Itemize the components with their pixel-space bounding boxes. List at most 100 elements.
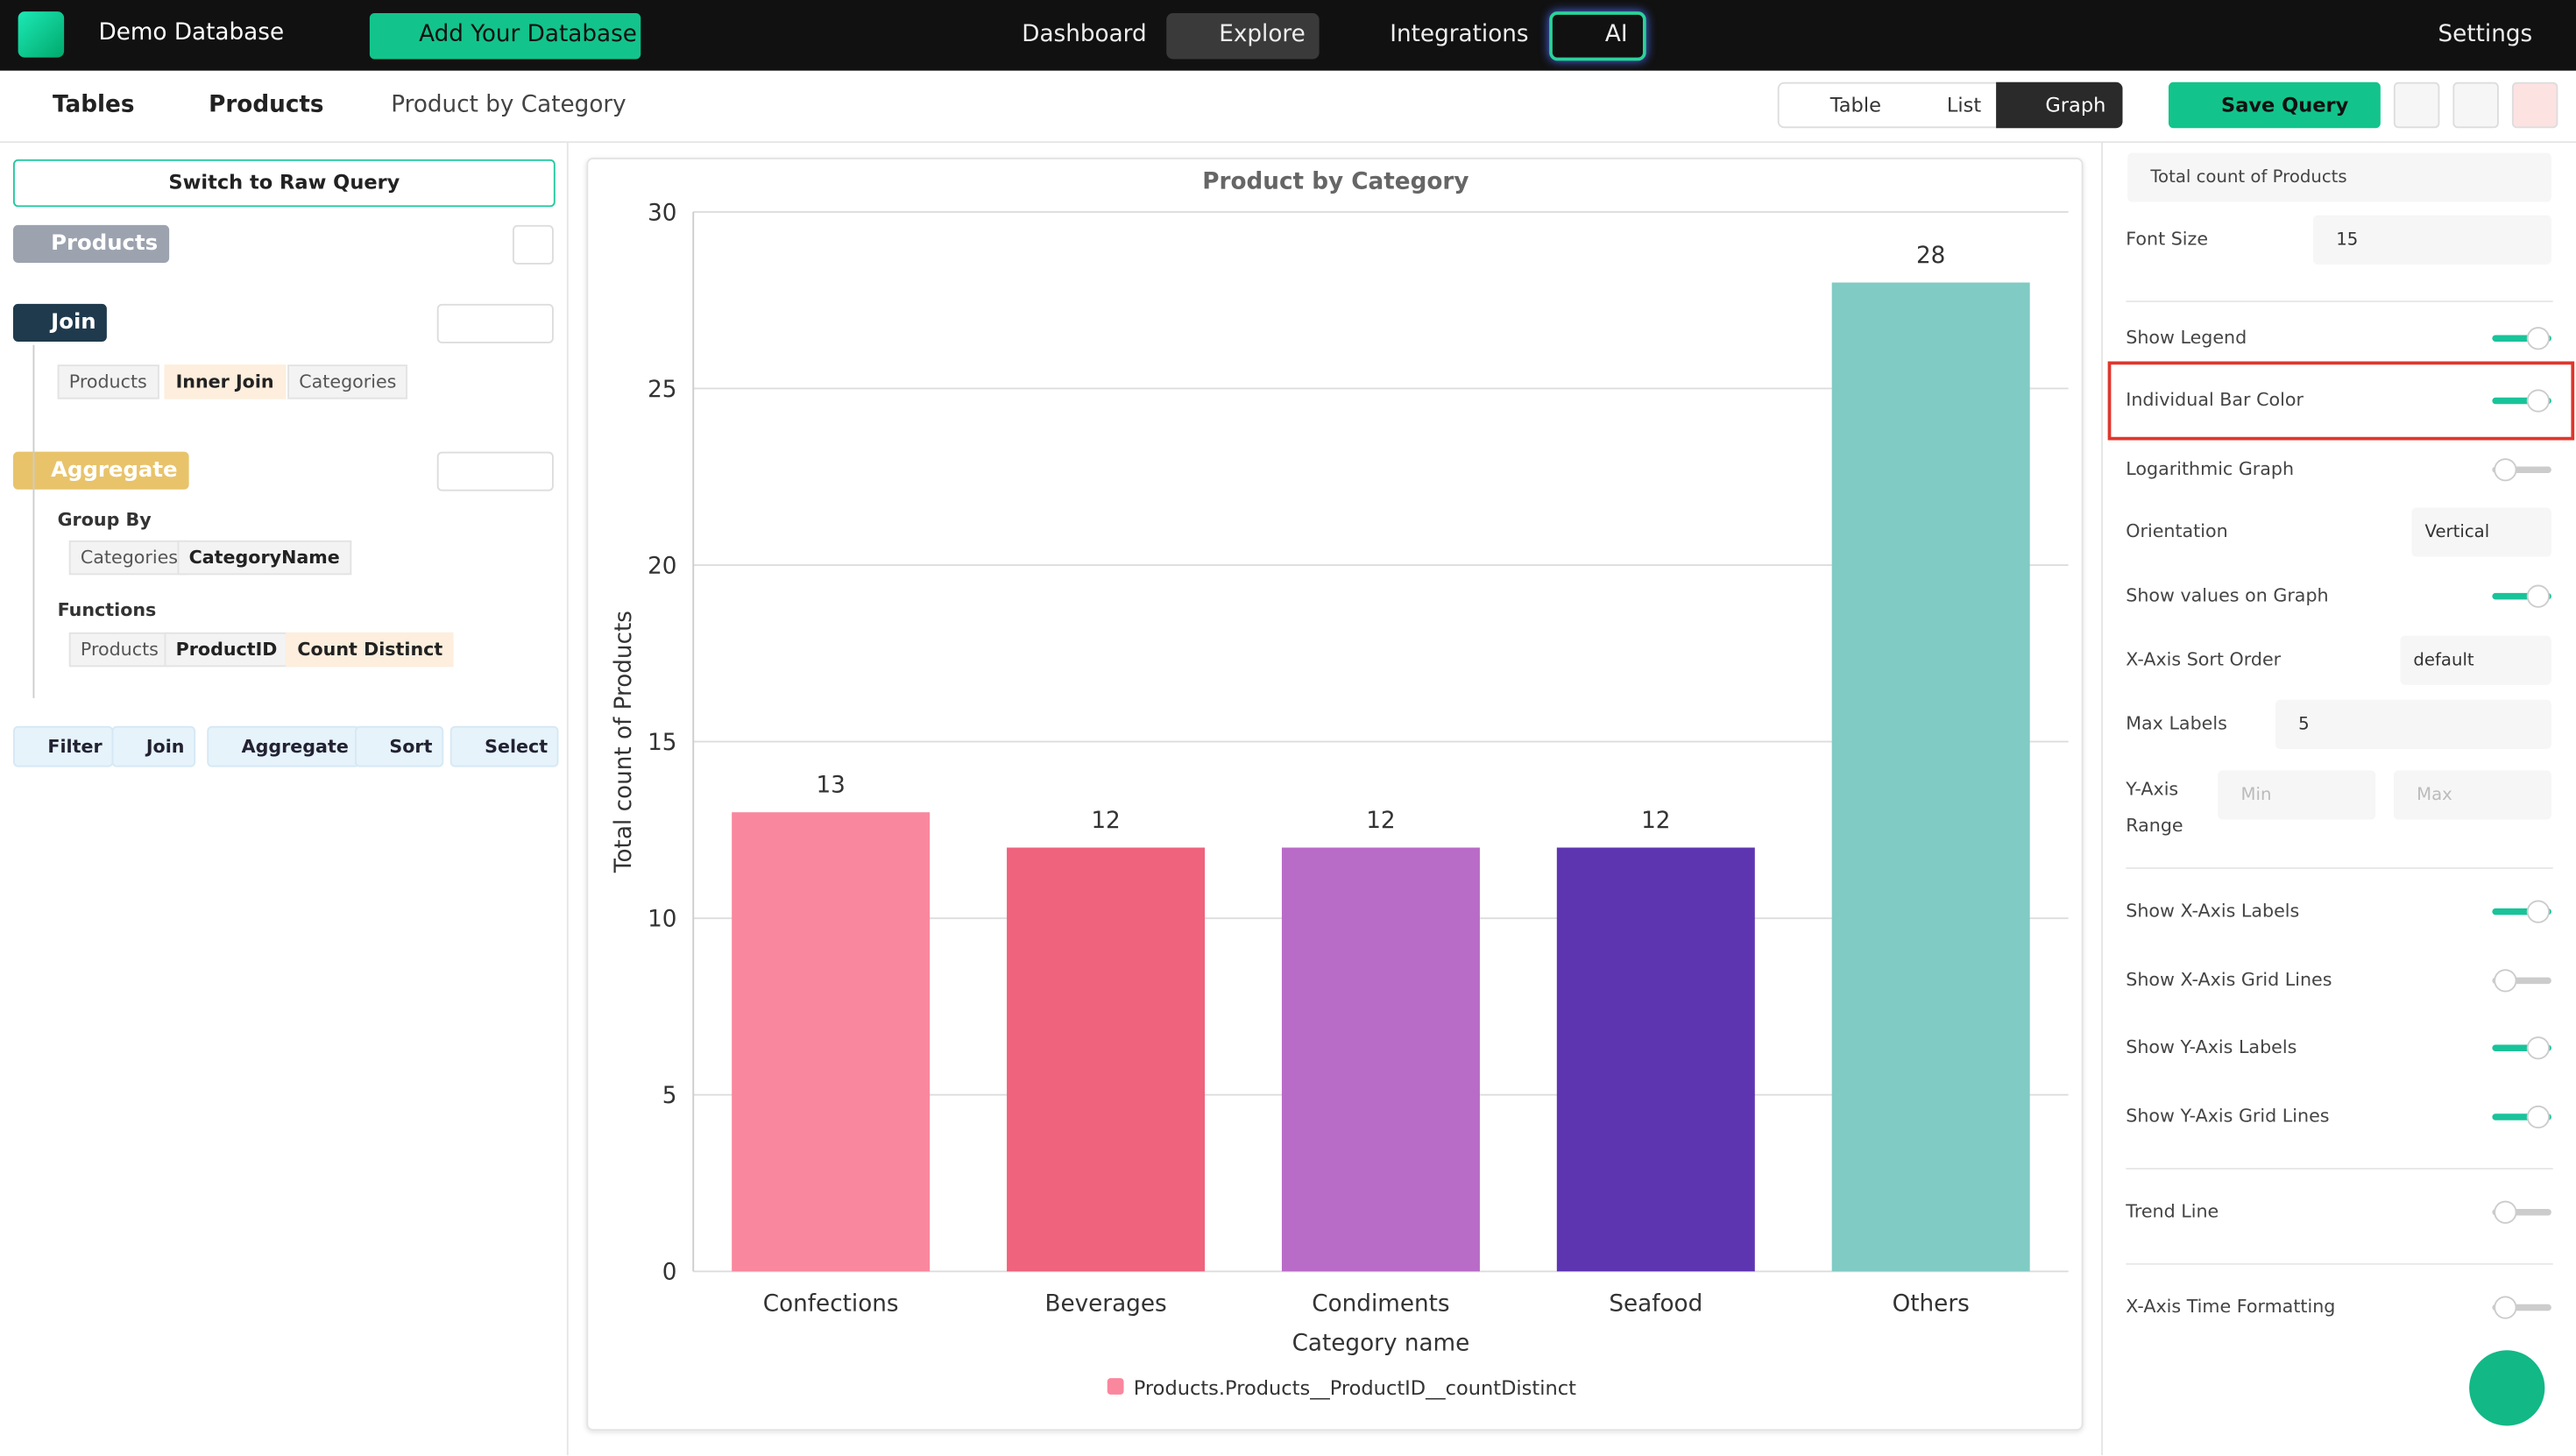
x-tick-label: Others: [1893, 1290, 1970, 1317]
x-tick-label: Condiments: [1312, 1290, 1449, 1317]
setting-label: Max Labels: [2126, 712, 2227, 735]
settings[interactable]: Settings: [2438, 21, 2533, 48]
range-min[interactable]: Min: [2218, 770, 2376, 820]
nav-link[interactable]: Integrations: [1390, 21, 1529, 48]
chart: Product by Category 0 5 10 15 20 25 30 Total cou…: [611, 169, 2069, 1400]
toggle-knob[interactable]: [2494, 969, 2517, 993]
toggle-knob[interactable]: [2494, 1296, 2517, 1319]
toggle[interactable]: [2492, 466, 2551, 473]
y-tick-label: 30: [648, 200, 676, 226]
join-chip: Inner Join: [164, 364, 286, 399]
aggregate-tag[interactable]: Aggregate: [13, 451, 189, 490]
toggle-knob[interactable]: [2526, 1105, 2550, 1129]
add-database[interactable]: Add Your Database: [369, 13, 641, 60]
toggle[interactable]: [2492, 397, 2551, 405]
action-button[interactable]: Aggregate: [207, 725, 360, 767]
input[interactable]: Total count of Products: [2127, 152, 2551, 202]
raw-query-button[interactable]: Switch to Raw Query: [13, 159, 556, 208]
input[interactable]: 5: [2275, 699, 2551, 749]
breadcrumb[interactable]: Tables: [53, 92, 135, 118]
legend-swatch: [1107, 1378, 1124, 1395]
toggle-knob[interactable]: [2526, 1036, 2550, 1060]
nav-link[interactable]: Dashboard: [1022, 21, 1147, 48]
range-max[interactable]: Max: [2393, 770, 2551, 820]
select[interactable]: default: [2400, 635, 2551, 685]
select[interactable]: Vertical: [2411, 507, 2551, 557]
nav-link[interactable]: Explore: [1166, 13, 1320, 60]
value-label: 13: [816, 773, 845, 799]
value-label: 12: [1641, 808, 1670, 834]
separator: [2126, 867, 2553, 869]
toggle[interactable]: [2492, 335, 2551, 342]
view-button[interactable]: List: [1946, 93, 1982, 117]
toggle[interactable]: [2492, 1044, 2551, 1051]
setting-label: Logarithmic Graph: [2126, 458, 2295, 480]
toggle-knob[interactable]: [2526, 389, 2550, 413]
logo[interactable]: [18, 11, 65, 58]
chart-title: Product by Category: [1202, 169, 1468, 195]
view-button[interactable]: Table: [1829, 93, 1881, 117]
save-query[interactable]: Save Query: [2169, 81, 2381, 129]
step-buttons[interactable]: [513, 224, 554, 265]
icon-button[interactable]: [2452, 81, 2499, 129]
breadcrumb[interactable]: Product by Category: [391, 92, 626, 118]
setting-label: Show Y-Axis Grid Lines: [2126, 1105, 2330, 1127]
y-tick-label: 15: [648, 730, 676, 756]
setting-label: Show X-Axis Labels: [2126, 900, 2300, 922]
toggle[interactable]: [2492, 908, 2551, 915]
toggle[interactable]: [2492, 592, 2551, 600]
action-button[interactable]: Sort: [355, 725, 444, 767]
join-chip: Categories: [287, 364, 408, 399]
function-chip: Count Distinct: [286, 632, 455, 668]
step-buttons[interactable]: [436, 451, 554, 491]
toggle-knob[interactable]: [2526, 327, 2550, 350]
action-button[interactable]: Filter: [13, 725, 114, 767]
toggle-knob[interactable]: [2526, 900, 2550, 923]
value-label: 12: [1366, 808, 1395, 834]
view-button[interactable]: Graph: [2045, 93, 2106, 117]
setting-label: Y-Axis Range: [2126, 778, 2183, 837]
function-chip: ProductID: [164, 632, 289, 668]
separator: [2126, 1168, 2553, 1170]
bar: [1007, 847, 1206, 1272]
highlight-box: [2107, 361, 2575, 441]
bar: [1281, 847, 1480, 1272]
x-axis-title: Category name: [1292, 1330, 1470, 1356]
action-button[interactable]: Select: [449, 725, 560, 767]
function-chip: Products: [68, 632, 171, 668]
toggle[interactable]: [2492, 1209, 2551, 1216]
setting-label: Show Y-Axis Labels: [2126, 1036, 2297, 1058]
toggle-knob[interactable]: [2526, 584, 2550, 608]
toggle-knob[interactable]: [2494, 1200, 2517, 1224]
input[interactable]: 15: [2313, 215, 2551, 265]
step-buttons[interactable]: [436, 303, 554, 343]
setting-label: X-Axis Time Formatting: [2126, 1296, 2336, 1318]
setting-label: Show values on Graph: [2126, 584, 2329, 606]
bar: [1556, 847, 1755, 1272]
join-tag[interactable]: Join: [13, 303, 108, 342]
view-active[interactable]: [1996, 81, 2123, 129]
toggle-knob[interactable]: [2494, 458, 2517, 482]
nav-link[interactable]: AI: [1549, 11, 1646, 61]
toggle[interactable]: [2492, 1304, 2551, 1311]
y-axis-title: Total count of Products: [611, 611, 637, 873]
x-tick-label: Seafood: [1609, 1290, 1702, 1317]
breadcrumb[interactable]: Products: [209, 92, 324, 118]
tree-line: [32, 344, 35, 698]
setting-label: Show Legend: [2126, 327, 2247, 349]
icon-button[interactable]: [2511, 81, 2558, 129]
icon-button[interactable]: [2393, 81, 2440, 129]
functions-label: Functions: [57, 599, 157, 621]
source-tag[interactable]: Products: [13, 224, 170, 263]
setting-label: Show X-Axis Grid Lines: [2126, 969, 2332, 991]
y-tick-label: 10: [648, 907, 676, 933]
toggle[interactable]: [2492, 1113, 2551, 1120]
y-tick-label: 0: [662, 1260, 677, 1286]
separator: [2126, 1262, 2553, 1265]
database-select[interactable]: Demo Database: [98, 19, 285, 46]
separator: [2126, 300, 2553, 302]
toggle[interactable]: [2492, 977, 2551, 985]
chat-button[interactable]: [2469, 1350, 2545, 1426]
action-button[interactable]: Join: [111, 725, 196, 767]
